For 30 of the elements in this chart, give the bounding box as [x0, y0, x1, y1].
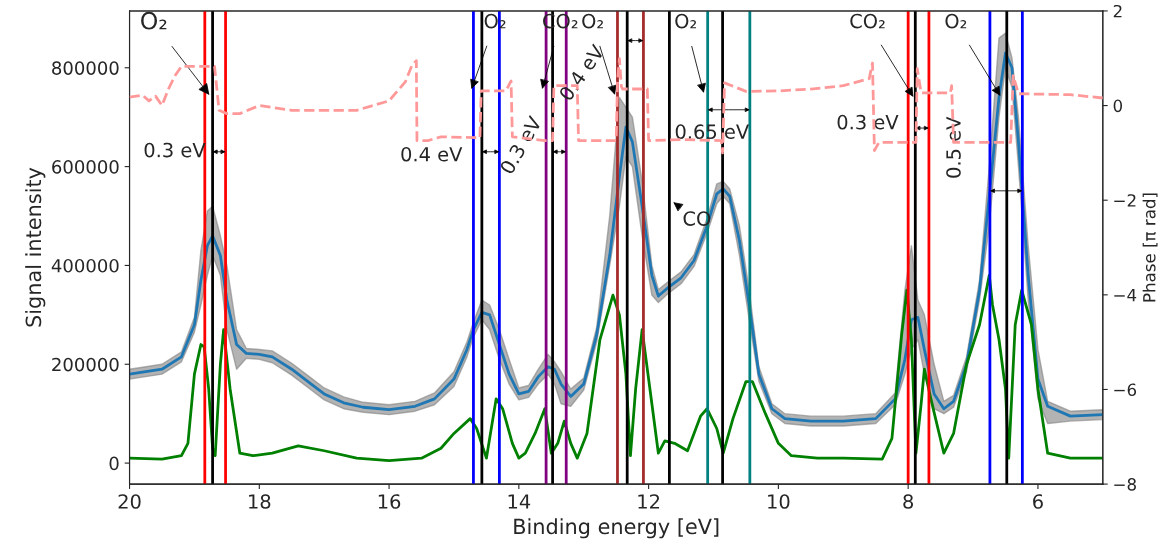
x-tick-label: 14: [508, 494, 531, 509]
annotation: O₂: [945, 13, 967, 29]
annotation: CO₂: [850, 13, 885, 29]
y-tick-label: 400000: [51, 258, 119, 273]
y2-tick-label: −6: [1114, 383, 1137, 397]
x-tick-label: 10: [768, 494, 790, 509]
x-tick-label: 12: [638, 494, 660, 509]
y-tick-label: 200000: [52, 357, 119, 372]
x-tick-label: 6: [1033, 494, 1043, 509]
annotation: O₂: [582, 13, 603, 29]
y-tick-label: 0: [109, 456, 119, 471]
annotation: O₂: [141, 11, 167, 30]
y2-tick-label: −4: [1114, 289, 1137, 302]
annotation: O₂: [675, 13, 697, 29]
x-tick-label: 8: [903, 494, 914, 509]
annotation: 0.3 eV: [837, 114, 899, 130]
x-axis-title: Binding energy [eV]: [514, 518, 719, 539]
x-tick-label: 20: [118, 494, 141, 509]
y2-tick-label: −8: [1114, 478, 1136, 491]
y-axis-title: Signal intensity: [25, 167, 46, 327]
y-tick-label: 800000: [52, 61, 119, 75]
y2-tick-label: 0: [1113, 99, 1123, 113]
y-tick-label: 600000: [52, 160, 119, 174]
x-tick-label: 16: [378, 494, 401, 509]
x-tick-label: 18: [249, 494, 271, 509]
annotation: 0.4 eV: [558, 43, 606, 102]
y2-tick-label: 2: [1113, 4, 1122, 18]
y2-tick-label: −2: [1114, 194, 1136, 207]
annotation: 0.4 eV: [401, 146, 463, 162]
y2-axis-title: Phase [π rad]: [1142, 193, 1158, 302]
